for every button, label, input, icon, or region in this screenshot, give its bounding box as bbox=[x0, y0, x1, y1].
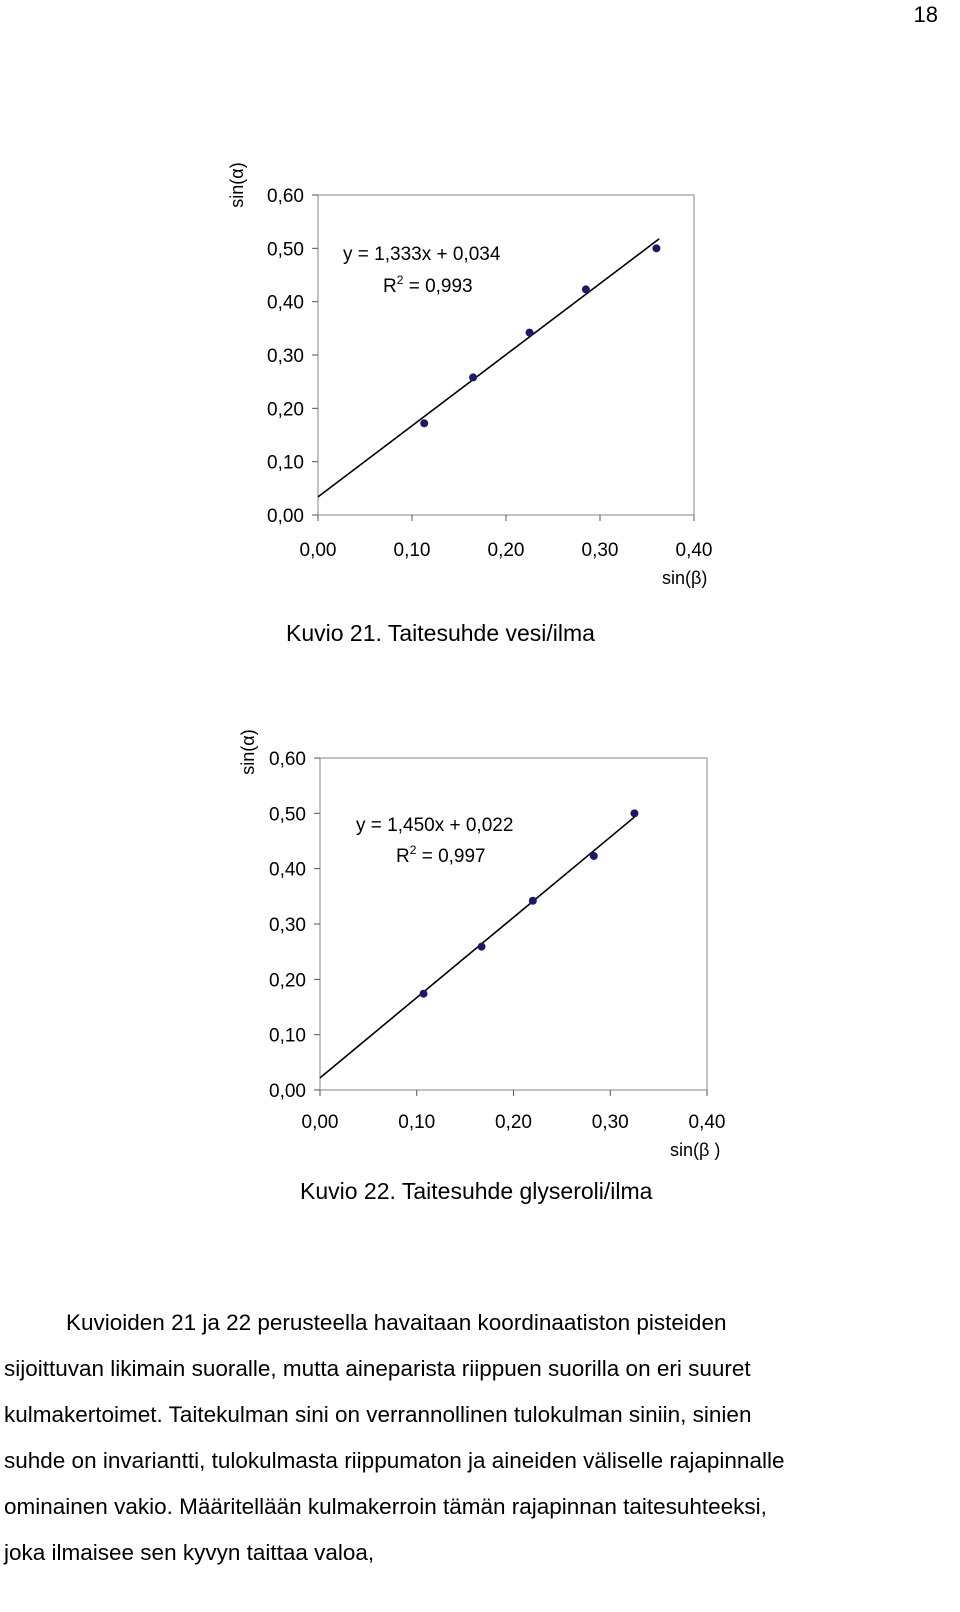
y-tick-label: 0,00 bbox=[269, 1081, 306, 1102]
body-line: ominainen vakio. Määritellään kulmakerro… bbox=[4, 1494, 767, 1519]
plot-area bbox=[319, 757, 708, 1091]
y-tick-label: 0,20 bbox=[269, 970, 306, 991]
x-tick-label: 0,10 bbox=[394, 540, 431, 561]
data-point bbox=[589, 851, 598, 860]
body-line: sijoittuvan likimain suoralle, mutta ain… bbox=[4, 1356, 751, 1381]
y-tick-label: 0,30 bbox=[267, 346, 304, 367]
r-squared: R2 = 0,997 bbox=[396, 843, 486, 867]
trend-equation: y = 1,333x + 0,034 bbox=[343, 244, 501, 265]
data-point bbox=[420, 419, 429, 428]
data-point bbox=[652, 244, 661, 253]
data-point bbox=[525, 328, 534, 337]
trendline bbox=[317, 238, 660, 498]
figure-21-chart: 0,00 0,10 0,20 0,30 0,40 0,50 0,60 0,00 0,10 0,20… bbox=[227, 162, 713, 588]
body-line: Kuvioiden 21 ja 22 perusteella havaitaan… bbox=[66, 1310, 727, 1335]
body-paragraph: Kuvioiden 21 ja 22 perusteella havaitaan… bbox=[4, 1300, 954, 1576]
y-tick-label: 0,10 bbox=[267, 453, 304, 474]
y-tick-label: 0,20 bbox=[267, 399, 304, 420]
y-tick-label: 0,10 bbox=[269, 1026, 306, 1047]
y-axis-title: sin(α) bbox=[227, 162, 247, 207]
x-tick-label: 0,30 bbox=[582, 540, 619, 561]
figure-21-caption: Kuvio 21. Taitesuhde vesi/ilma bbox=[286, 620, 595, 646]
x-tick-label: 0,40 bbox=[676, 540, 713, 561]
y-tick-label: 0,60 bbox=[267, 186, 304, 207]
y-tick-label: 0,30 bbox=[269, 915, 306, 936]
body-line: suhde on invariantti, tulokulmasta riipp… bbox=[4, 1448, 785, 1473]
figure-22-chart: 0,00 0,10 0,20 0,30 0,40 0,50 0,60 0,00 0,10 0,20… bbox=[238, 729, 726, 1160]
y-axis-title: sin(α) bbox=[238, 729, 258, 774]
x-tick-label: 0,00 bbox=[302, 1112, 339, 1133]
x-tick-label: 0,30 bbox=[592, 1112, 629, 1133]
trend-equation: y = 1,450x + 0,022 bbox=[356, 815, 513, 836]
y-tick-label: 0,00 bbox=[267, 506, 304, 527]
data-point bbox=[528, 896, 537, 905]
data-point bbox=[581, 285, 590, 294]
y-tick-label: 0,40 bbox=[267, 293, 304, 314]
data-point bbox=[477, 942, 486, 951]
r-squared: R2 = 0,993 bbox=[383, 273, 473, 297]
data-point bbox=[419, 989, 428, 998]
x-tick-label: 0,40 bbox=[689, 1112, 726, 1133]
x-tick-label: 0,20 bbox=[495, 1112, 532, 1133]
body-line: joka ilmaisee sen kyvyn taittaa valoa, bbox=[4, 1540, 375, 1565]
page-number: 18 bbox=[913, 2, 938, 27]
data-point bbox=[469, 373, 478, 382]
x-axis-title: sin(β ) bbox=[670, 1140, 720, 1160]
y-tick-label: 0,50 bbox=[267, 239, 304, 260]
y-tick-label: 0,60 bbox=[269, 749, 306, 770]
body-line: kulmakertoimet. Taitekulman sini on verr… bbox=[4, 1402, 752, 1427]
x-tick-label: 0,00 bbox=[300, 540, 337, 561]
x-tick-label: 0,10 bbox=[398, 1112, 435, 1133]
y-tick-label: 0,40 bbox=[269, 860, 306, 881]
x-axis-title: sin(β) bbox=[662, 568, 707, 588]
x-tick-label: 0,20 bbox=[488, 540, 525, 561]
data-point bbox=[630, 809, 639, 818]
figure-22-caption: Kuvio 22. Taitesuhde glyseroli/ilma bbox=[300, 1178, 653, 1204]
y-tick-label: 0,50 bbox=[269, 804, 306, 825]
